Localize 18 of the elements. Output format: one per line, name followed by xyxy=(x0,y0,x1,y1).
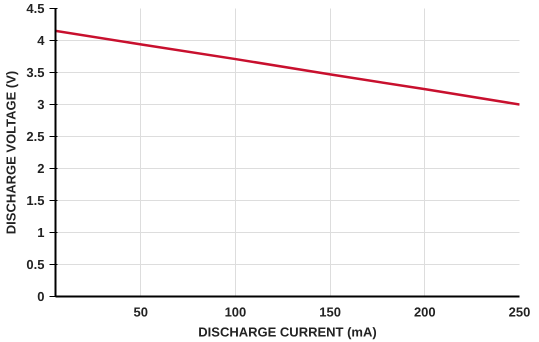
x-tick-label: 250 xyxy=(508,304,530,320)
y-tick-label: 1 xyxy=(37,225,45,240)
x-tick-label: 200 xyxy=(414,304,436,320)
y-tick-label: 1.5 xyxy=(26,193,45,208)
y-tick-label: 2.5 xyxy=(26,129,45,144)
y-axis-title: DISCHARGE VOLTAGE (V) xyxy=(3,70,18,234)
line-series xyxy=(56,30,520,106)
y-tick-label: 3.5 xyxy=(26,65,45,80)
y-tick-label: 2 xyxy=(37,161,45,176)
x-tick-label: 50 xyxy=(133,304,148,320)
y-tick-label: 0.5 xyxy=(26,257,45,272)
y-tick-label: 4.5 xyxy=(26,1,45,16)
y-tick-label: 0 xyxy=(37,289,45,304)
y-tick-label: 4 xyxy=(37,33,46,48)
y-tick-label: 3 xyxy=(37,97,45,112)
x-tick-label: 100 xyxy=(224,304,246,320)
x-tick-label: 150 xyxy=(319,304,341,320)
x-axis-title: DISCHARGE CURRENT (mA) xyxy=(198,324,377,340)
